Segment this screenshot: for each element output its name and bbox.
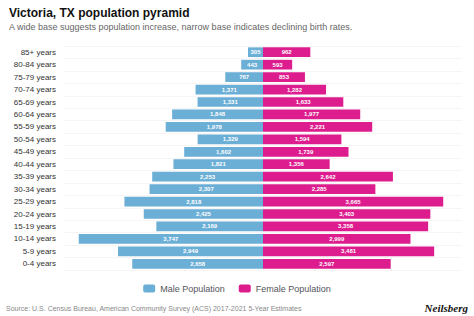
svg-text:3,358: 3,358 [338,223,354,229]
svg-text:1,282: 1,282 [287,87,303,93]
svg-text:20-24 years: 20-24 years [14,210,56,219]
svg-text:767: 767 [239,74,250,80]
svg-text:2,221: 2,221 [310,124,326,130]
svg-text:1,594: 1,594 [295,136,311,142]
svg-text:30-34 years: 30-34 years [14,185,56,194]
svg-text:2,307: 2,307 [199,186,215,192]
svg-text:5-9 years: 5-9 years [23,247,56,256]
svg-text:1,978: 1,978 [207,124,223,130]
svg-text:2,597: 2,597 [319,261,335,267]
svg-text:60-64 years: 60-64 years [14,110,56,119]
svg-text:1,331: 1,331 [223,99,239,105]
svg-text:1,633: 1,633 [296,99,312,105]
svg-text:40-44 years: 40-44 years [14,160,56,169]
svg-text:2,285: 2,285 [312,186,328,192]
svg-text:0-4 years: 0-4 years [23,259,56,268]
svg-text:853: 853 [279,74,290,80]
svg-text:75-79 years: 75-79 years [14,73,56,82]
svg-text:10-14 years: 10-14 years [14,234,56,243]
svg-text:2,425: 2,425 [196,211,212,217]
svg-text:1,329: 1,329 [223,136,239,142]
svg-text:3,747: 3,747 [163,236,179,242]
svg-text:45-49 years: 45-49 years [14,147,56,156]
svg-text:55-59 years: 55-59 years [14,122,56,131]
svg-text:305: 305 [250,49,261,55]
svg-text:1,977: 1,977 [304,111,320,117]
svg-text:50-54 years: 50-54 years [14,135,56,144]
svg-text:2,999: 2,999 [329,236,345,242]
svg-text:70-74 years: 70-74 years [14,85,56,94]
svg-text:A wide base suggests populatio: A wide base suggests population increase… [9,22,352,32]
svg-text:1,356: 1,356 [289,161,305,167]
svg-text:Victoria, TX population pyrami: Victoria, TX population pyramid [9,6,189,20]
svg-text:443: 443 [247,62,258,68]
svg-text:15-19 years: 15-19 years [14,222,56,231]
svg-text:Male Population: Male Population [160,284,225,294]
svg-text:Neilsberg: Neilsberg [424,302,469,314]
svg-text:Source: U.S. Census Bureau, Am: Source: U.S. Census Bureau, American Com… [6,305,302,313]
svg-text:2,642: 2,642 [320,174,336,180]
svg-text:1,848: 1,848 [210,111,226,117]
svg-text:Female Population: Female Population [256,284,331,294]
svg-text:65-69 years: 65-69 years [14,98,56,107]
svg-text:3,403: 3,403 [339,211,355,217]
svg-text:25-29 years: 25-29 years [14,197,56,206]
svg-text:593: 593 [273,62,284,68]
svg-text:1,602: 1,602 [216,149,232,155]
svg-text:85+ years: 85+ years [21,48,56,57]
svg-text:2,169: 2,169 [202,223,218,229]
svg-text:2,658: 2,658 [190,261,206,267]
svg-text:962: 962 [282,49,293,55]
svg-text:2,949: 2,949 [183,248,199,254]
svg-text:1,821: 1,821 [211,161,227,167]
svg-text:35-39 years: 35-39 years [14,172,56,181]
svg-text:2,818: 2,818 [186,199,202,205]
svg-text:1,371: 1,371 [222,87,238,93]
svg-text:1,739: 1,739 [298,149,314,155]
svg-text:2,253: 2,253 [200,174,216,180]
svg-text:80-84 years: 80-84 years [14,60,56,69]
svg-text:3,665: 3,665 [346,199,362,205]
svg-text:3,481: 3,481 [341,248,357,254]
